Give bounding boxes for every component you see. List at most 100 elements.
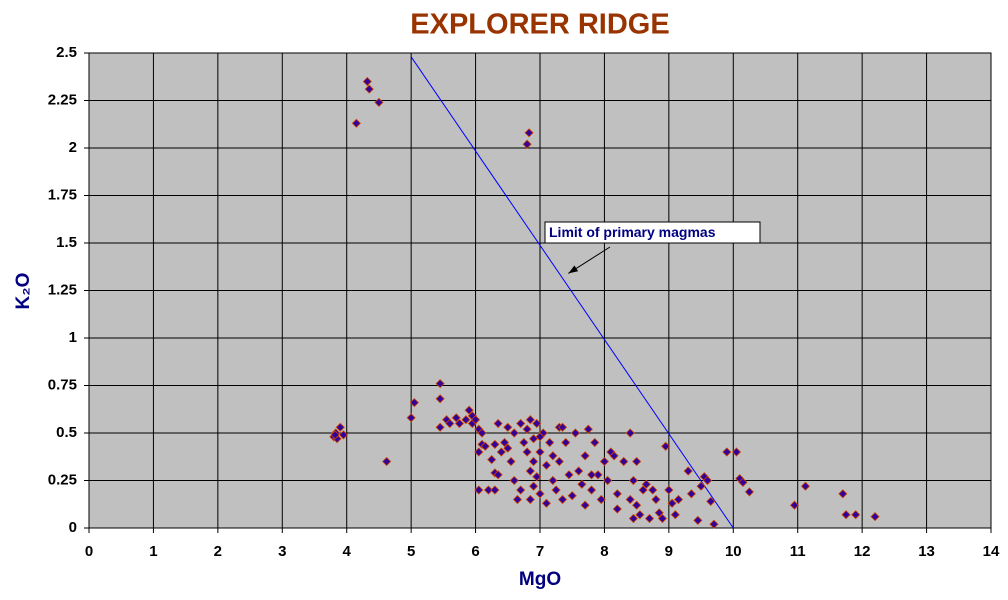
point [374,97,384,107]
y-tick-label: 1 [69,329,77,346]
point [738,477,748,487]
y-tick-label: 2.25 [48,91,77,108]
annotation-text: Limit of primary magmas [549,224,716,240]
y-tick-label: 0 [69,519,77,536]
point [525,415,535,425]
point [686,489,696,499]
x-tick-label: 12 [854,543,871,560]
point [667,498,677,508]
x-tick-label: 6 [471,543,479,560]
point [364,84,374,94]
point [593,470,603,480]
point [474,485,484,495]
x-tick-label: 2 [214,543,222,560]
point [516,418,526,429]
point [382,456,392,467]
point [509,428,519,438]
y-tick-label: 0.25 [48,471,77,488]
point [870,512,880,522]
y-tick-label: 0.75 [48,376,77,393]
point [800,481,811,491]
point [464,405,474,415]
point [570,428,581,438]
point [499,437,510,448]
point [330,430,340,440]
point [564,470,574,480]
x-tick-label: 1 [149,543,157,560]
point [628,475,638,486]
point [731,447,742,457]
point [590,437,600,448]
point [596,494,606,505]
point [461,415,471,425]
point [548,451,558,461]
point [693,515,703,525]
x-tick-label: 5 [407,543,415,560]
point [625,428,635,438]
x-tick-label: 14 [983,543,1000,560]
point [406,413,416,423]
point [651,494,661,505]
point [509,475,519,486]
y-tick-label: 1.25 [48,281,77,298]
point [580,451,590,461]
x-tick-label: 11 [790,543,806,560]
point [409,398,419,408]
point [789,500,800,510]
point [454,418,465,429]
point [619,456,629,467]
point [516,485,526,495]
point [638,485,648,495]
point [535,432,545,442]
point [541,460,552,470]
point [632,500,642,510]
y-tick-label: 1.5 [56,234,77,251]
point [451,413,461,423]
y-tick-label: 1.75 [48,186,77,203]
point [628,513,638,524]
point [532,418,542,429]
point [709,519,719,529]
x-tick-label: 13 [918,543,935,560]
point [583,424,593,434]
point [744,487,754,497]
point [557,494,568,505]
reference-line [410,56,734,529]
point [524,128,534,138]
y-tick-label: 2 [69,139,77,156]
point [838,489,848,499]
point [435,394,445,404]
point [512,494,523,505]
x-tick-label: 4 [343,543,352,560]
point [490,485,500,495]
point [532,472,542,482]
point [609,451,619,461]
point [670,510,680,520]
point [641,479,651,489]
point [493,470,503,480]
point [599,456,609,467]
point [362,76,372,87]
arrow-head [568,265,579,274]
point [471,415,481,425]
x-tick-label: 8 [600,543,608,560]
point [351,118,361,128]
point [506,456,516,467]
point [483,485,494,495]
point [554,456,564,467]
point [557,422,568,432]
point [654,508,664,518]
point [551,485,561,495]
point [477,428,487,438]
point [851,510,861,520]
point [522,447,532,457]
y-axis-label: K₂O [13,273,34,310]
point [612,504,622,514]
point [548,475,558,486]
point [338,430,349,440]
point [635,510,645,520]
point [648,485,658,495]
point [541,498,552,508]
point [496,447,506,457]
point [335,422,345,432]
